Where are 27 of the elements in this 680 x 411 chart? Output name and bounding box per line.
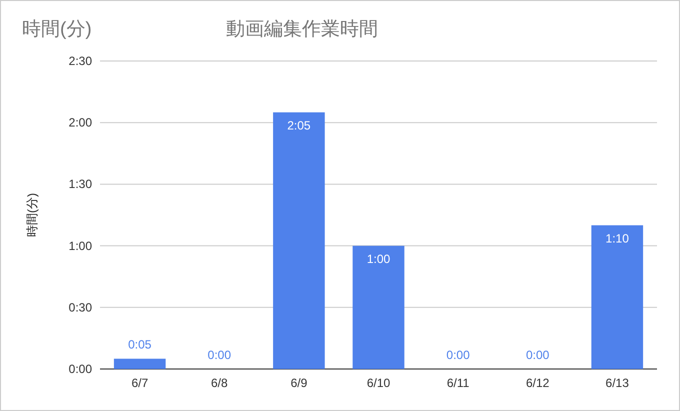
bar (273, 112, 325, 369)
y-axis-title: 時間(分) (25, 193, 39, 237)
data-label: 1:00 (366, 252, 390, 266)
data-label: 0:05 (128, 338, 152, 352)
bar (591, 225, 644, 369)
bar (114, 358, 166, 369)
data-label: 2:05 (287, 118, 311, 132)
y-tick-label: 1:30 (68, 177, 92, 192)
x-tick-label: 6/8 (211, 376, 228, 390)
data-label: 0:00 (208, 348, 232, 362)
data-label: 1:10 (606, 231, 630, 246)
x-tick-label: 6/13 (606, 376, 630, 390)
x-tick-label: 6/9 (290, 376, 308, 390)
x-tick-label: 6/11 (446, 376, 470, 390)
x-tick-label: 6/7 (131, 376, 148, 390)
data-label: 0:00 (526, 348, 550, 362)
x-tick-label: 6/10 (366, 376, 390, 390)
chart-title: 動画編集作業時間 (226, 19, 378, 40)
bar (352, 246, 404, 369)
y-tick-label: 0:30 (68, 300, 92, 314)
y-tick-label: 0:00 (68, 362, 92, 376)
y-tick-label: 2:30 (68, 54, 92, 68)
y-tick-label: 2:00 (68, 116, 92, 130)
data-label: 0:00 (446, 348, 470, 362)
text: 時間(分) (22, 19, 92, 40)
y-tick-label: 1:00 (68, 238, 92, 253)
x-tick-label: 6/12 (526, 376, 550, 390)
